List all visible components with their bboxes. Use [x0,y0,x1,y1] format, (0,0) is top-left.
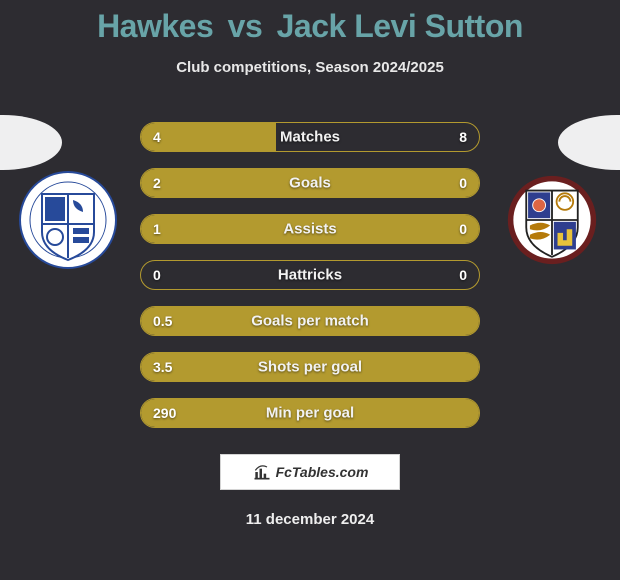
stat-row: 3.5Shots per goal [140,352,480,382]
tranmere-crest-icon [18,170,118,270]
player2-name: Jack Levi Sutton [277,8,523,44]
stat-row: 290Min per goal [140,398,480,428]
stat-label: Assists [141,221,479,238]
stat-row: 20Goals [140,168,480,198]
stat-label: Goals [141,175,479,192]
player1-silhouette [0,115,62,170]
stat-row: 10Assists [140,214,480,244]
brand-chart-icon [252,462,272,482]
stat-label: Shots per goal [141,359,479,376]
stat-bars: 48Matches 20Goals 10Assists 00Hattricks 0.5G… [140,122,480,444]
stat-label: Min per goal [141,405,479,422]
player1-club-crest [18,170,118,270]
stat-row: 0.5Goals per match [140,306,480,336]
stat-row: 48Matches [140,122,480,152]
player2-silhouette [558,115,620,170]
vs-text: vs [228,8,263,44]
player1-name: Hawkes [97,8,213,44]
brand-link[interactable]: FcTables.com [220,454,400,490]
exmouth-crest-icon [506,174,598,266]
stat-label: Matches [141,129,479,146]
brand-text: FcTables.com [276,464,369,480]
stat-row: 00Hattricks [140,260,480,290]
subtitle: Club competitions, Season 2024/2025 [0,59,620,76]
stat-label: Goals per match [141,313,479,330]
player2-club-crest [502,170,602,270]
stat-label: Hattricks [141,267,479,284]
comparison-title: Hawkes vs Jack Levi Sutton [0,0,620,45]
date-text: 11 december 2024 [0,511,620,528]
